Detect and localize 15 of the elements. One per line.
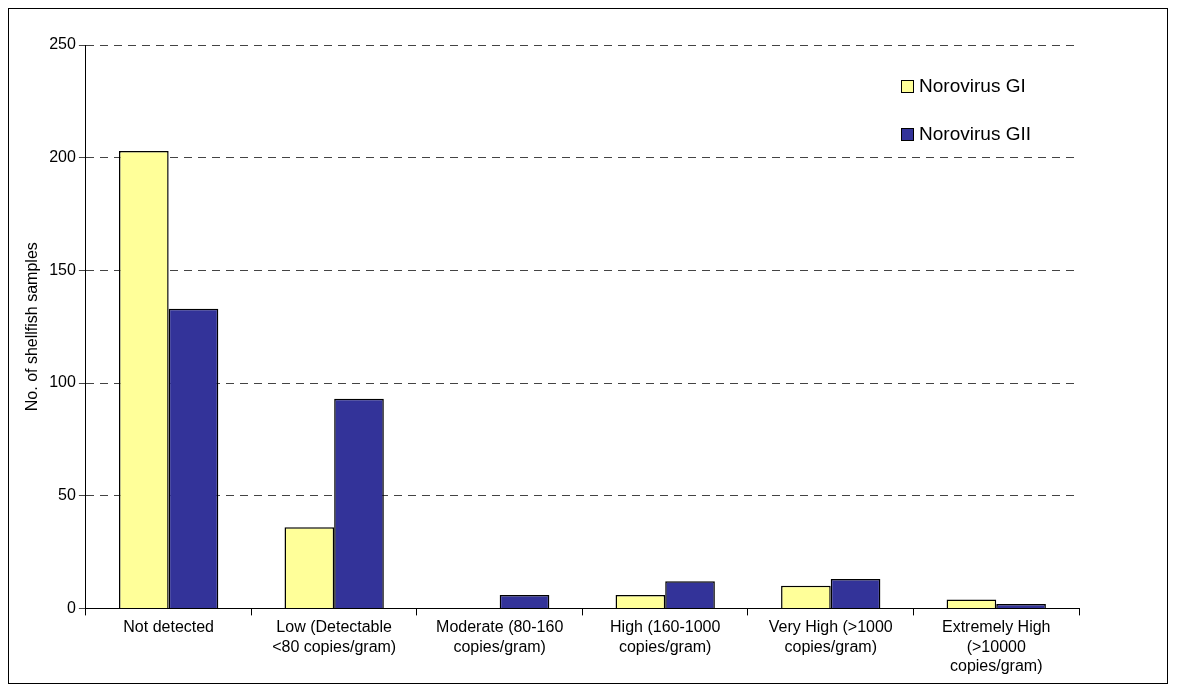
- y-tick-label: 50: [58, 486, 76, 504]
- x-tick-label: Moderate (80-160 copies/gram): [436, 618, 564, 655]
- y-axis-title: No. of shellfish samples: [23, 242, 41, 412]
- x-tick-label: Low (Detectable <80 copies/gram): [272, 618, 397, 655]
- y-tick-label: 250: [49, 35, 76, 53]
- y-tick-label: 0: [66, 598, 76, 616]
- legend-label: Norovirus GI: [919, 75, 1026, 97]
- x-tick-label: Very High (>1000 copies/gram): [768, 618, 893, 655]
- legend-label: Norovirus GII: [919, 123, 1031, 145]
- x-tick-label: Extremely High (>10000 copies/gram): [942, 618, 1051, 674]
- y-tick-label: 150: [49, 260, 76, 278]
- y-tick-label: 100: [49, 373, 76, 391]
- y-tick-label: 200: [49, 148, 76, 166]
- x-tick-label: Not detected: [123, 618, 215, 636]
- x-tick-label: High (160-1000 copies/gram): [610, 618, 721, 655]
